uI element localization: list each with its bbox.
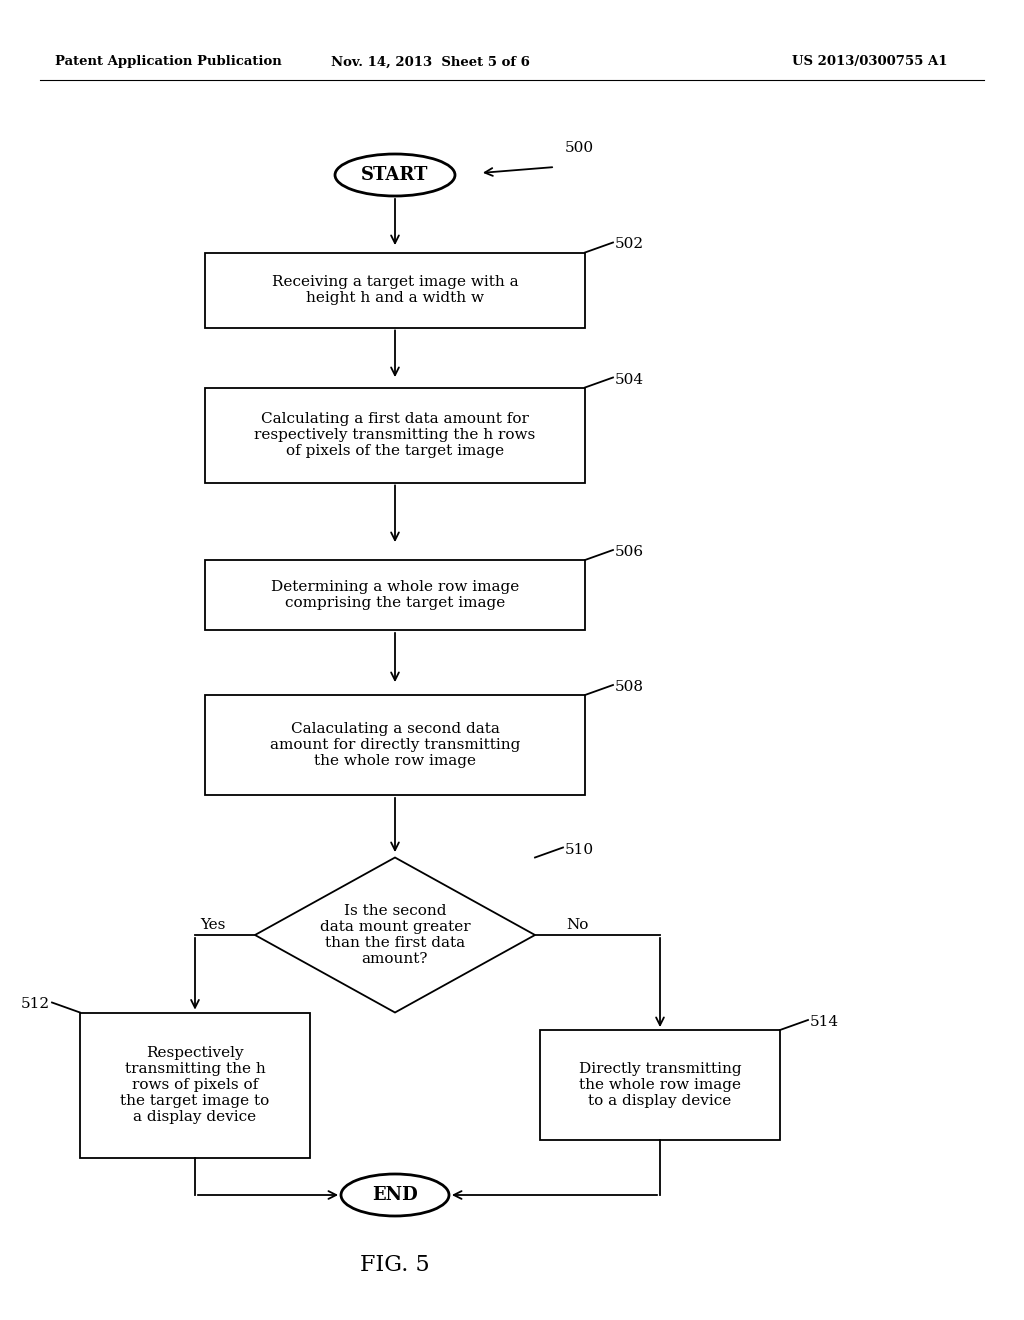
Text: Determining a whole row image
comprising the target image: Determining a whole row image comprising… [271,579,519,610]
Bar [205,252,585,327]
Text: Calaculating a second data
amount for directly transmitting
the whole row image: Calaculating a second data amount for di… [269,722,520,768]
Text: END: END [372,1185,418,1204]
Text: No: No [566,917,588,932]
Text: 500: 500 [565,141,594,154]
Text: Respectively
transmitting the h
rows of pixels of
the target image to
a display : Respectively transmitting the h rows of … [121,1045,269,1125]
Text: Calculating a first data amount for
respectively transmitting the h rows
of pixe: Calculating a first data amount for resp… [254,412,536,458]
Text: 514: 514 [810,1015,839,1030]
Text: FIG. 5: FIG. 5 [360,1254,430,1276]
Text: 506: 506 [615,545,644,558]
Text: Directly transmitting
the whole row image
to a display device: Directly transmitting the whole row imag… [579,1061,741,1109]
Ellipse shape [341,1173,449,1216]
Text: US 2013/0300755 A1: US 2013/0300755 A1 [793,55,948,69]
Text: 510: 510 [565,842,594,857]
Text: START: START [361,166,429,183]
Text: Receiving a target image with a
height h and a width w: Receiving a target image with a height h… [271,275,518,305]
Bar [205,560,585,630]
Bar [80,1012,310,1158]
Bar [205,388,585,483]
Text: 512: 512 [20,998,50,1011]
Ellipse shape [335,154,455,195]
Text: 502: 502 [615,238,644,252]
Text: Patent Application Publication: Patent Application Publication [55,55,282,69]
Text: 508: 508 [615,680,644,694]
Text: Is the second
data mount greater
than the first data
amount?: Is the second data mount greater than th… [319,904,470,966]
Bar [540,1030,780,1140]
Text: 504: 504 [615,372,644,387]
Text: Yes: Yes [201,917,225,932]
Polygon shape [255,858,535,1012]
Bar [205,696,585,795]
Text: Nov. 14, 2013  Sheet 5 of 6: Nov. 14, 2013 Sheet 5 of 6 [331,55,529,69]
